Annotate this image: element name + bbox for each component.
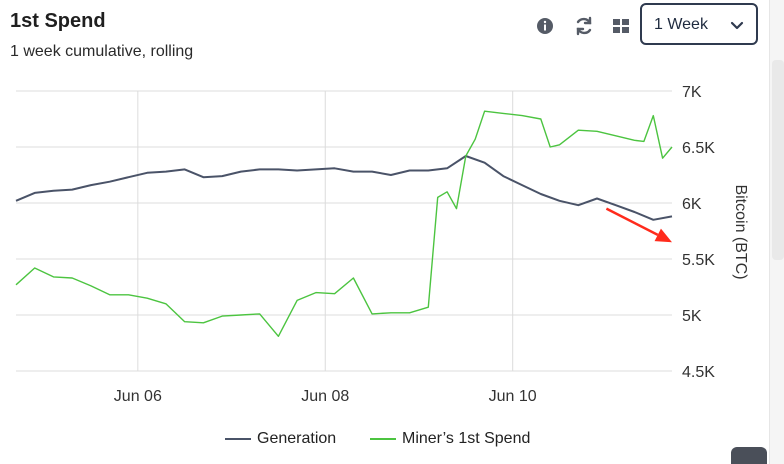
legend-item-miners-first-spend[interactable]: Miner’s 1st Spend: [370, 430, 530, 448]
info-icon[interactable]: [534, 15, 556, 37]
legend-label-generation: Generation: [257, 430, 337, 447]
annotation-arrow-shaft: [605, 207, 659, 237]
y-tick-label: 6K: [682, 196, 702, 213]
chart-legend: Generation Miner’s 1st Spend: [0, 430, 770, 452]
x-tick-label: Jun 06: [114, 388, 162, 405]
x-tick-label: Jun 08: [301, 388, 349, 405]
miners-first-spend-line: [15, 110, 673, 337]
page-scrollbar[interactable]: [769, 0, 784, 464]
legend-swatch-generation: [225, 438, 251, 440]
scrollbar-thumb[interactable]: [772, 60, 784, 260]
range-select-value: 1 Week: [654, 16, 708, 33]
y-tick-label: 5.5K: [682, 252, 715, 269]
chart-title: 1st Spend: [10, 10, 106, 32]
generation-line: [15, 155, 673, 221]
y-axis-label: Bitcoin (BTC): [732, 184, 749, 279]
y-tick-label: 5K: [682, 308, 702, 325]
legend-item-generation[interactable]: Generation: [225, 430, 336, 448]
y-tick-label: 7K: [682, 84, 702, 101]
x-tick-label: Jun 10: [489, 388, 537, 405]
range-select[interactable]: 1 Week: [640, 3, 758, 45]
grid-layout-icon[interactable]: [610, 15, 632, 37]
corner-button[interactable]: [731, 447, 767, 464]
refresh-icon[interactable]: [573, 15, 595, 37]
chevron-down-icon: [730, 21, 744, 30]
y-tick-label: 4.5K: [682, 364, 715, 381]
y-tick-label: 6.5K: [682, 140, 715, 157]
annotation-arrow-head: [654, 228, 672, 243]
legend-label-miners-first-spend: Miner’s 1st Spend: [402, 430, 531, 447]
legend-swatch-miners-first-spend: [370, 438, 396, 440]
chart-subtitle: 1 week cumulative, rolling: [10, 43, 194, 60]
